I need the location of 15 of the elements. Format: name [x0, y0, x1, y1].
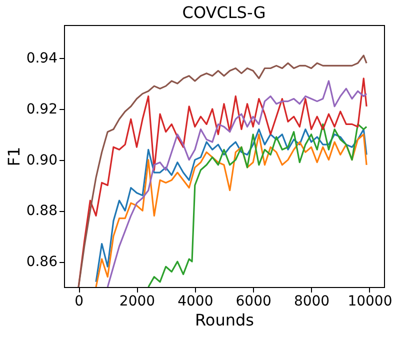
y-axis-title: F1: [4, 146, 24, 166]
x-tick-label: 2000: [119, 294, 156, 310]
y-tick-label: 0.90: [26, 152, 58, 168]
x-tick-label: 0: [74, 294, 84, 310]
y-tick-label: 0.92: [26, 101, 58, 118]
x-tick-label: 8000: [294, 294, 330, 310]
line-series: [148, 123, 368, 287]
y-tick-label: 0.88: [26, 203, 58, 220]
x-tick-label: 4000: [178, 294, 214, 310]
x-tick-label: 10000: [348, 294, 392, 310]
chart-title: COVCLS-G: [182, 3, 266, 22]
x-tick-label: 6000: [236, 294, 272, 310]
x-axis-title: Rounds: [195, 310, 254, 330]
y-tick-label: 0.94: [26, 50, 58, 67]
y-tick-label: 0.86: [26, 254, 58, 270]
